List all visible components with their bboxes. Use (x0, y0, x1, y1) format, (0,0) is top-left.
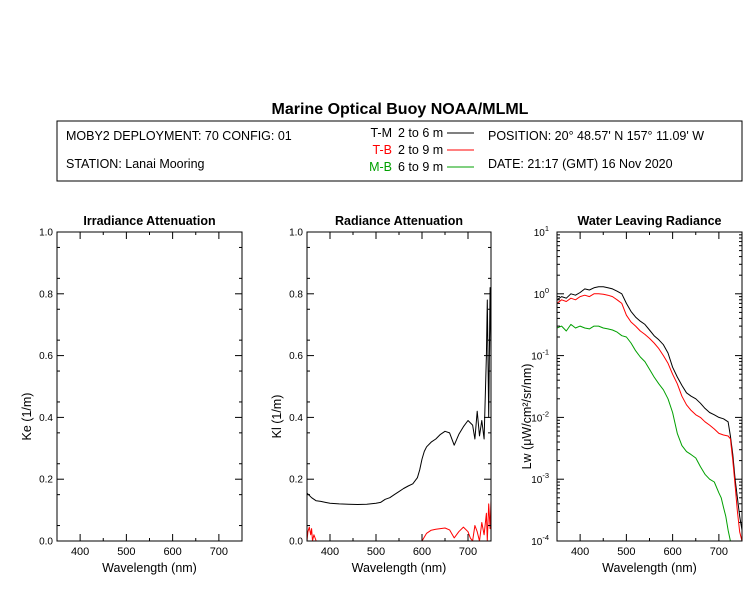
series-group (307, 287, 491, 541)
y-tick-label: 0.6 (39, 351, 53, 362)
x-tick-label: 400 (571, 546, 589, 558)
position-text: POSITION: 20° 48.57' N 157° 11.09' W (488, 129, 704, 143)
x-tick-label: 700 (710, 546, 728, 558)
x-tick-label: 600 (663, 546, 681, 558)
y-tick-label: 10-2 (531, 409, 549, 424)
y-tick-label: 100 (534, 286, 549, 301)
series-group (557, 286, 742, 541)
series-line-t-b (557, 293, 742, 541)
y-tick-label: 10-1 (531, 348, 549, 363)
y-axis-label: Kl (1/m) (270, 395, 284, 439)
chart-title: Water Leaving Radiance (577, 214, 721, 228)
chart-panel-3: Water Leaving Radiance 400 500 600 700 101 100… (520, 214, 743, 575)
info-box-border (56, 120, 743, 182)
series-line-t-m (557, 286, 742, 531)
x-tick-label: 700 (210, 546, 228, 558)
station-text: STATION: Lanai Mooring (66, 157, 205, 171)
y-tick-label: 0.4 (39, 413, 53, 424)
series-line-t-m (307, 287, 491, 505)
x-axis-label: Wavelength (nm) (102, 561, 197, 575)
plot-frame (56, 231, 243, 542)
y-tick-label: 1.0 (39, 228, 53, 239)
y-tick-label: 1.0 (289, 228, 303, 239)
x-axis-label: Wavelength (nm) (352, 561, 447, 575)
plot-frame (556, 231, 743, 542)
y-tick-label: 101 (534, 224, 549, 239)
y-tick-label: 0.0 (289, 537, 303, 548)
chart-panel-1: Irradiance Attenuation 400 500 600 700 0.0 0.2… (20, 214, 243, 575)
y-tick-label: 0.0 (39, 537, 53, 548)
chart-title: Radiance Attenuation (335, 214, 463, 228)
x-axis-label: Wavelength (nm) (602, 561, 697, 575)
x-tick-label: 700 (459, 546, 477, 558)
legend: T-M 2 to 6 m T-B 2 to 9 m M-B 6 to 9 m (369, 126, 474, 174)
y-tick-label: 10-3 (531, 471, 549, 486)
y-tick-label: 0.2 (289, 475, 303, 486)
legend-range: 2 to 9 m (398, 143, 443, 157)
legend-name: T-M (370, 126, 392, 140)
x-tick-label: 500 (117, 546, 135, 558)
y-axis-label: Lw (μW/cm²/sr/nm) (520, 364, 534, 470)
x-tick-label: 500 (367, 546, 385, 558)
y-tick-label: 0.4 (289, 413, 303, 424)
legend-name: T-B (373, 143, 392, 157)
deployment-text: MOBY2 DEPLOYMENT: 70 CONFIG: 01 (66, 129, 292, 143)
legend-range: 2 to 6 m (398, 126, 443, 140)
series-line-t-b (307, 500, 491, 541)
y-tick-label: 0.8 (289, 289, 303, 300)
x-tick-label: 600 (163, 546, 181, 558)
y-tick-exponent: -4 (542, 533, 549, 542)
y-tick-exponent: -3 (542, 471, 549, 480)
chart-title: Irradiance Attenuation (83, 214, 215, 228)
y-tick-label: 10-4 (531, 533, 549, 548)
x-tick-label: 400 (71, 546, 89, 558)
legend-range: 6 to 9 m (398, 160, 443, 174)
page-title: Marine Optical Buoy NOAA/MLML (272, 101, 529, 118)
x-tick-label: 500 (617, 546, 635, 558)
chart-panel-2: Radiance Attenuation 400 500 600 700 0.0 0.2 0.… (270, 214, 492, 575)
y-tick-exponent: 0 (545, 286, 549, 295)
y-axis-label: Ke (1/m) (20, 393, 34, 441)
info-box: MOBY2 DEPLOYMENT: 70 CONFIG: 01 STATION:… (56, 120, 743, 182)
y-tick-label: 0.8 (39, 289, 53, 300)
y-tick-exponent: 1 (545, 224, 549, 233)
y-tick-exponent: -1 (542, 348, 549, 357)
series-line-m-b (557, 323, 731, 541)
x-tick-label: 400 (321, 546, 339, 558)
chart-panels: Irradiance Attenuation 400 500 600 700 0.0 0.2… (20, 214, 743, 575)
date-text: DATE: 21:17 (GMT) 16 Nov 2020 (488, 157, 673, 171)
y-tick-exponent: -2 (542, 409, 549, 418)
legend-name: M-B (369, 160, 392, 174)
y-tick-label: 0.2 (39, 475, 53, 486)
x-tick-label: 600 (413, 546, 431, 558)
plot-frame (306, 231, 492, 542)
y-tick-label: 0.6 (289, 351, 303, 362)
